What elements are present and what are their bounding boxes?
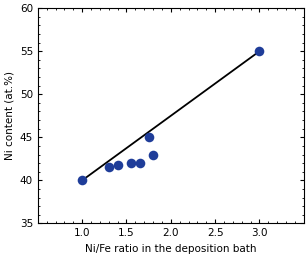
Point bbox=[106, 165, 111, 170]
Y-axis label: Ni content (at.%): Ni content (at.%) bbox=[4, 71, 14, 160]
Point bbox=[115, 163, 120, 167]
Point bbox=[151, 152, 156, 157]
Point bbox=[128, 161, 133, 165]
Point bbox=[80, 178, 85, 182]
X-axis label: Ni/Fe ratio in the deposition bath: Ni/Fe ratio in the deposition bath bbox=[85, 244, 257, 254]
Point bbox=[137, 161, 142, 165]
Point bbox=[257, 49, 262, 53]
Point bbox=[146, 135, 151, 139]
